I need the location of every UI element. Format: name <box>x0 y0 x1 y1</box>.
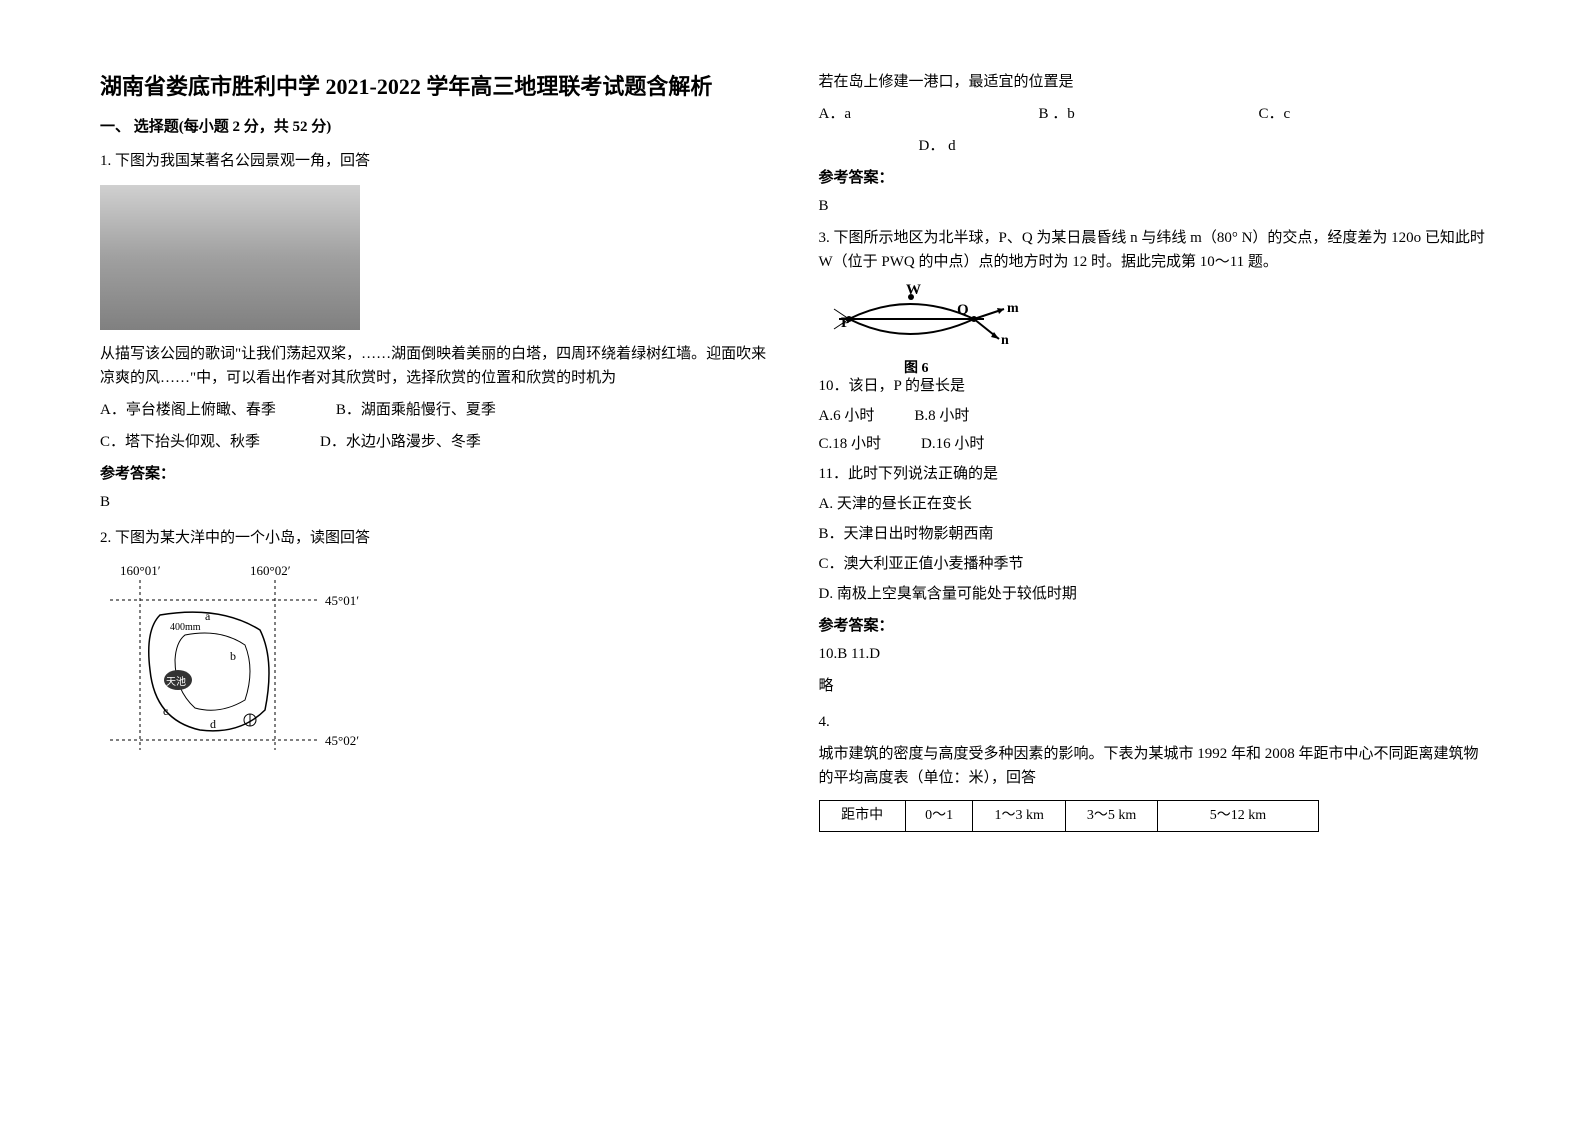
diagram-caption: 图 6 <box>904 360 929 376</box>
tianchi-label: 天池 <box>166 675 186 688</box>
q2-options: A．a B ．b C．c <box>819 102 1488 126</box>
page-container: 湖南省娄底市胜利中学 2021-2022 学年高三地理联考试题含解析 一、 选择… <box>100 70 1487 844</box>
question-1: 1. 下图为我国某著名公园景观一角，回答 从描写该公园的歌词"让我们荡起双桨，…… <box>100 149 769 514</box>
q11-option-c: C．澳大利亚正值小麦播种季节 <box>819 552 1488 576</box>
q1-image <box>100 185 360 330</box>
point-c: c <box>163 704 168 718</box>
q1-option-b: B．湖面乘船慢行、夏季 <box>336 398 496 422</box>
contour-label: 400mm <box>170 622 201 633</box>
q3-stem: 3. 下图所示地区为北半球，P、Q 为某日晨昏线 n 与纬线 m（80° N）的… <box>819 226 1488 274</box>
q10-option-a: A.6 小时 <box>819 404 875 428</box>
q4-stem: 城市建筑的密度与高度受多种因素的影响。下表为某城市 1992 年和 2008 年… <box>819 742 1488 790</box>
arc-bottom <box>849 319 974 334</box>
left-column: 湖南省娄底市胜利中学 2021-2022 学年高三地理联考试题含解析 一、 选择… <box>100 70 769 844</box>
question-4: 4. 城市建筑的密度与高度受多种因素的影响。下表为某城市 1992 年和 200… <box>819 710 1488 832</box>
q2-options-row2: D． d <box>819 134 1488 158</box>
document-title: 湖南省娄底市胜利中学 2021-2022 学年高三地理联考试题含解析 <box>100 70 769 103</box>
point-a: a <box>205 609 211 623</box>
q2-option-d: D． d <box>919 134 1039 158</box>
q1-options-row1: A．亭台楼阁上俯瞰、春季 B．湖面乘船慢行、夏季 <box>100 398 769 422</box>
label-n: n <box>1001 333 1009 348</box>
table-cell: 1～3 km <box>973 801 1065 832</box>
q1-options-row2: C．塔下抬头仰观、秋季 D．水边小路漫步、冬季 <box>100 430 769 454</box>
q3-note: 略 <box>819 674 1488 698</box>
q2-sub-question: 若在岛上修建一港口，最适宜的位置是 <box>819 70 1488 94</box>
q10-option-c: C.18 小时 <box>819 432 882 456</box>
q4-num: 4. <box>819 710 1488 734</box>
arc-top <box>849 304 974 319</box>
coord-top-right: 160°02′ <box>250 563 291 578</box>
q11-option-a: A. 天津的昼长正在变长 <box>819 492 1488 516</box>
section-header: 一、 选择题(每小题 2 分，共 52 分) <box>100 115 769 139</box>
q3-answer-label: 参考答案： <box>819 614 1488 638</box>
q4-table: 距市中 0～1 1～3 km 3～5 km 5～12 km <box>819 800 1319 832</box>
q11-option-d: D. 南极上空臭氧含量可能处于较低时期 <box>819 582 1488 606</box>
q11-option-b: B．天津日出时物影朝西南 <box>819 522 1488 546</box>
table-cell: 3～5 km <box>1065 801 1157 832</box>
table-cell: 5～12 km <box>1158 801 1318 832</box>
q2-option-c: C．c <box>1259 102 1409 126</box>
q3-answer: 10.B 11.D <box>819 642 1488 666</box>
q10-option-d: D.16 小时 <box>921 432 984 456</box>
q2-answer-label: 参考答案： <box>819 166 1488 190</box>
q3-diagram: P W Q m n 图 6 <box>819 284 1039 364</box>
m-arrowhead <box>997 308 1004 314</box>
q1-answer: B <box>100 490 769 514</box>
coord-lat-bottom: 45°02′ <box>325 733 359 748</box>
coord-lat-top: 45°01′ <box>325 593 359 608</box>
q1-option-c: C．塔下抬头仰观、秋季 <box>100 430 260 454</box>
question-2: 2. 下图为某大洋中的一个小岛，读图回答 160°01′ 160°02′ 45°… <box>100 526 769 760</box>
q2-option-b: B ．b <box>1039 102 1239 126</box>
q11-stem: 11．此时下列说法正确的是 <box>819 462 1488 486</box>
table-cell: 距市中 <box>819 801 905 832</box>
label-q: Q <box>957 302 969 318</box>
question-3: 3. 下图所示地区为北半球，P、Q 为某日晨昏线 n 与纬线 m（80° N）的… <box>819 226 1488 698</box>
table-row: 距市中 0～1 1～3 km 3～5 km 5～12 km <box>819 801 1318 832</box>
point-d: d <box>210 717 216 731</box>
q10-options-row1: A.6 小时 B.8 小时 <box>819 404 1488 428</box>
q2-stem: 2. 下图为某大洋中的一个小岛，读图回答 <box>100 526 769 550</box>
q2-option-a: A．a <box>819 102 1019 126</box>
q1-option-a: A．亭台楼阁上俯瞰、春季 <box>100 398 276 422</box>
point-b: b <box>230 649 236 663</box>
q10-options-row2: C.18 小时 D.16 小时 <box>819 432 1488 456</box>
right-column: 若在岛上修建一港口，最适宜的位置是 A．a B ．b C．c D． d 参考答案… <box>819 70 1488 844</box>
label-m: m <box>1007 301 1019 316</box>
q1-description: 从描写该公园的歌词"让我们荡起双桨，……湖面倒映着美丽的白塔，四周环绕着绿树红墙… <box>100 342 769 390</box>
q1-option-d: D．水边小路漫步、冬季 <box>320 430 481 454</box>
q1-stem: 1. 下图为我国某著名公园景观一角，回答 <box>100 149 769 173</box>
contour-line <box>175 633 250 710</box>
q2-answer: B <box>819 194 1488 218</box>
label-w: W <box>906 284 921 298</box>
q10-option-b: B.8 小时 <box>914 404 969 428</box>
q2-island-diagram: 160°01′ 160°02′ 45°01′ 45°02′ 天池 400mm a… <box>100 560 380 760</box>
q1-answer-label: 参考答案： <box>100 462 769 486</box>
coord-top-left: 160°01′ <box>120 563 161 578</box>
table-cell: 0～1 <box>905 801 973 832</box>
